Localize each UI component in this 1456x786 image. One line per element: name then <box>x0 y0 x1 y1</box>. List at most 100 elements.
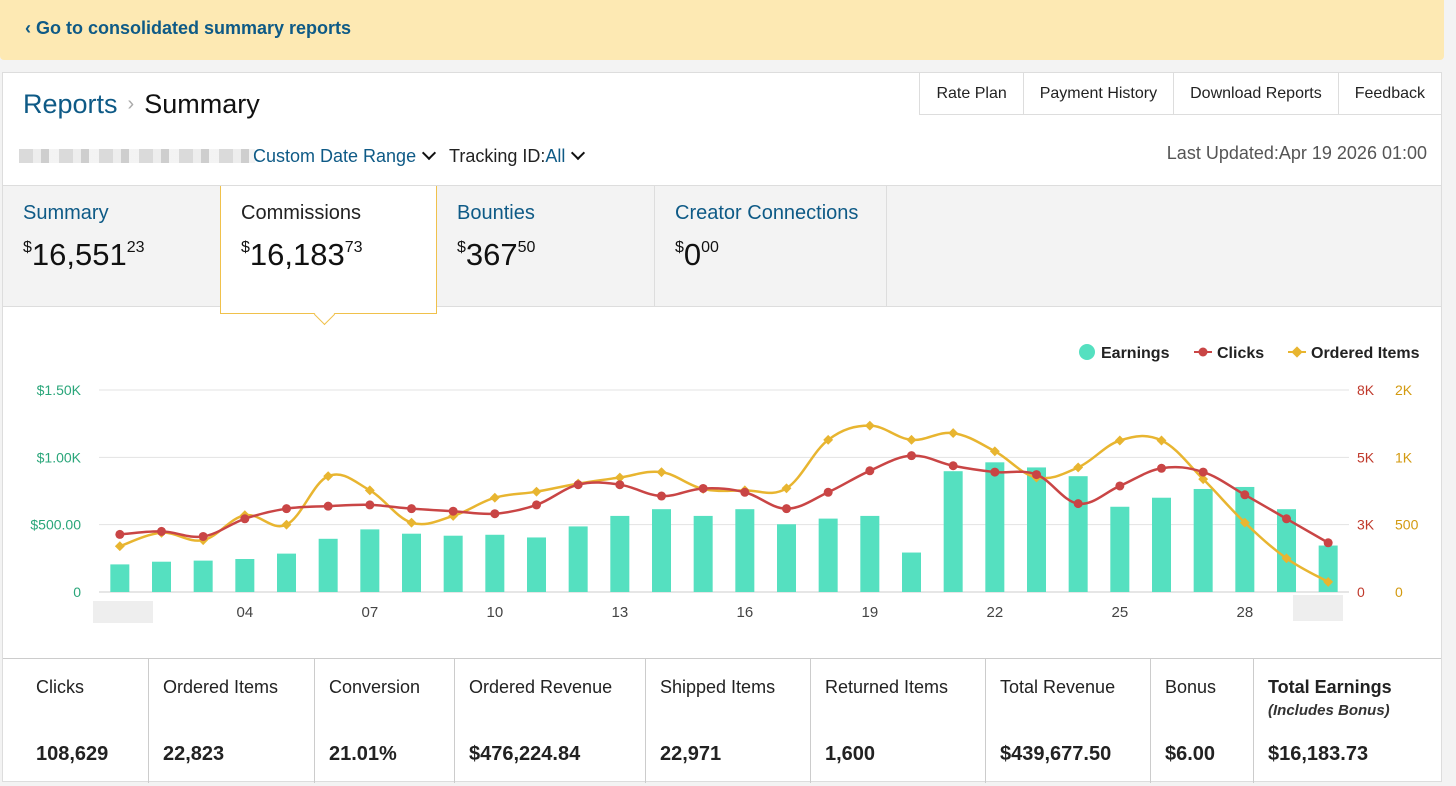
tab-commissions-label: Commissions <box>241 202 362 224</box>
amount-dollars: 0 <box>683 237 702 272</box>
earnings-bar <box>860 515 880 592</box>
clicks-point <box>698 483 708 493</box>
x-axis-tick: 22 <box>986 604 1003 621</box>
amount-dollars: 367 <box>465 237 518 272</box>
x-axis-tick: 10 <box>486 604 503 621</box>
amount-cents: 73 <box>344 239 363 256</box>
date-range-dropdown[interactable]: Custom Date Range <box>253 145 437 167</box>
ordered-items-point <box>1281 553 1292 564</box>
stat-value: $16,183.73 <box>1268 743 1369 765</box>
stat-clicks: Clicks 108,629 <box>3 659 149 783</box>
left-axis-tick: $500.00 <box>30 517 81 533</box>
breadcrumb-reports-link[interactable]: Reports <box>23 89 118 119</box>
stat-value: $476,224.84 <box>469 743 581 765</box>
stat-conversion: Conversion 21.01% <box>315 659 455 783</box>
rate-plan-button[interactable]: Rate Plan <box>919 73 1023 115</box>
x-axis-tick: 04 <box>236 604 253 621</box>
stat-label: Total Earnings <box>1268 677 1392 697</box>
x-axis-tick: 25 <box>1111 604 1128 621</box>
tab-creator-connections-label: Creator Connections <box>675 202 859 224</box>
stat-returned-items: Returned Items 1,600 <box>811 659 986 783</box>
series-lines <box>114 420 1334 587</box>
chart-grid <box>99 389 1349 593</box>
ordered-items-point <box>489 492 500 503</box>
stat-label: Conversion <box>329 677 421 697</box>
breadcrumb: Reports › Summary <box>23 89 260 120</box>
clicks-line <box>119 454 1329 544</box>
clicks-point <box>740 487 750 497</box>
stat-value: 1,600 <box>825 743 876 765</box>
tab-creator-connections[interactable]: Creator Connections $000 <box>655 186 887 306</box>
date-range-label: Custom Date Range <box>253 146 417 166</box>
legend-clicks-label[interactable]: Clicks <box>1217 345 1264 362</box>
summary-tabs: Summary $16,55123 Commissions $16,18373 … <box>3 185 1441 314</box>
earnings-bar <box>1110 506 1130 592</box>
earnings-bar <box>110 564 130 592</box>
left-axis-tick: 0 <box>73 584 81 600</box>
clicks-axis-tick: 5K <box>1357 449 1375 465</box>
earnings-bar <box>693 515 713 592</box>
clicks-point <box>532 500 541 510</box>
stat-sublabel: (Includes Bonus) <box>1268 702 1390 719</box>
earnings-bar <box>777 524 796 592</box>
stat-value: 21.01% <box>329 743 397 765</box>
tracking-id-dropdown[interactable]: Tracking ID:All <box>449 145 586 167</box>
left-axis-tick: $1.50K <box>37 382 82 398</box>
clicks-point <box>1323 538 1333 548</box>
tab-summary[interactable]: Summary $16,55123 <box>3 186 221 306</box>
tab-summary-amount: $16,55123 <box>23 237 200 273</box>
currency-symbol: $ <box>241 239 250 256</box>
earnings-bar <box>1193 488 1213 592</box>
redacted-date-range <box>19 149 255 163</box>
download-reports-button[interactable]: Download Reports <box>1173 73 1338 115</box>
earnings-bars <box>110 462 1338 592</box>
stat-ordered-revenue: Ordered Revenue $476,224.84 <box>455 659 646 783</box>
legend-earnings-label[interactable]: Earnings <box>1101 345 1170 362</box>
ordered-items-point <box>1114 435 1125 446</box>
feedback-button[interactable]: Feedback <box>1337 73 1441 115</box>
items-axis-tick: 1K <box>1395 449 1413 465</box>
clicks-axis-tick: 3K <box>1357 517 1375 533</box>
ordered-items-point <box>656 467 667 478</box>
earnings-bar <box>277 553 296 592</box>
clicks-point <box>1157 463 1166 473</box>
stat-value: 22,823 <box>163 743 225 765</box>
stat-shipped-items: Shipped Items 22,971 <box>646 659 811 783</box>
clicks-point <box>782 504 791 514</box>
stat-label: Ordered Revenue <box>469 677 613 697</box>
amount-dollars: 16,183 <box>249 237 345 272</box>
chart-legend: Earnings Clicks Ordered Items <box>1079 344 1420 362</box>
clicks-axis-tick: 8K <box>1357 382 1375 398</box>
stat-value: $439,677.50 <box>1000 743 1112 765</box>
earnings-bar <box>318 538 338 592</box>
clicks-point <box>157 526 166 536</box>
currency-symbol: $ <box>675 239 684 256</box>
clicks-point <box>198 531 208 541</box>
ordered-items-point <box>406 517 417 528</box>
currency-symbol: $ <box>457 239 466 256</box>
clicks-point <box>573 480 583 490</box>
earnings-bar <box>652 509 671 592</box>
earnings-bar <box>527 537 546 592</box>
clicks-point <box>407 504 416 514</box>
clicks-point <box>1198 467 1208 477</box>
consolidated-summary-link[interactable]: ‹ Go to consolidated summary reports <box>25 18 352 38</box>
tab-commissions[interactable]: Commissions $16,18373 <box>220 186 437 314</box>
stat-value: 108,629 <box>36 743 109 765</box>
stat-label: Total Revenue <box>1000 677 1116 697</box>
payment-history-button[interactable]: Payment History <box>1022 73 1174 115</box>
legend-ordered-label[interactable]: Ordered Items <box>1311 345 1420 362</box>
ordered-items-point <box>989 446 1000 457</box>
earnings-bar <box>152 561 171 592</box>
x-axis-tick: 13 <box>611 604 628 621</box>
chart-svg: Earnings Clicks Ordered Items 0 0 0 $500.00… <box>30 344 1420 623</box>
tab-bounties[interactable]: Bounties $36750 <box>437 186 655 306</box>
ordered-items-point <box>823 434 834 445</box>
stat-ordered-items: Ordered Items 22,823 <box>149 659 315 783</box>
clicks-point <box>365 500 375 510</box>
chevron-down-icon <box>571 145 586 161</box>
earnings-bar <box>235 559 255 592</box>
clicks-point <box>823 487 833 497</box>
ordered-items-point <box>531 486 542 497</box>
earnings-bar <box>1068 476 1088 592</box>
